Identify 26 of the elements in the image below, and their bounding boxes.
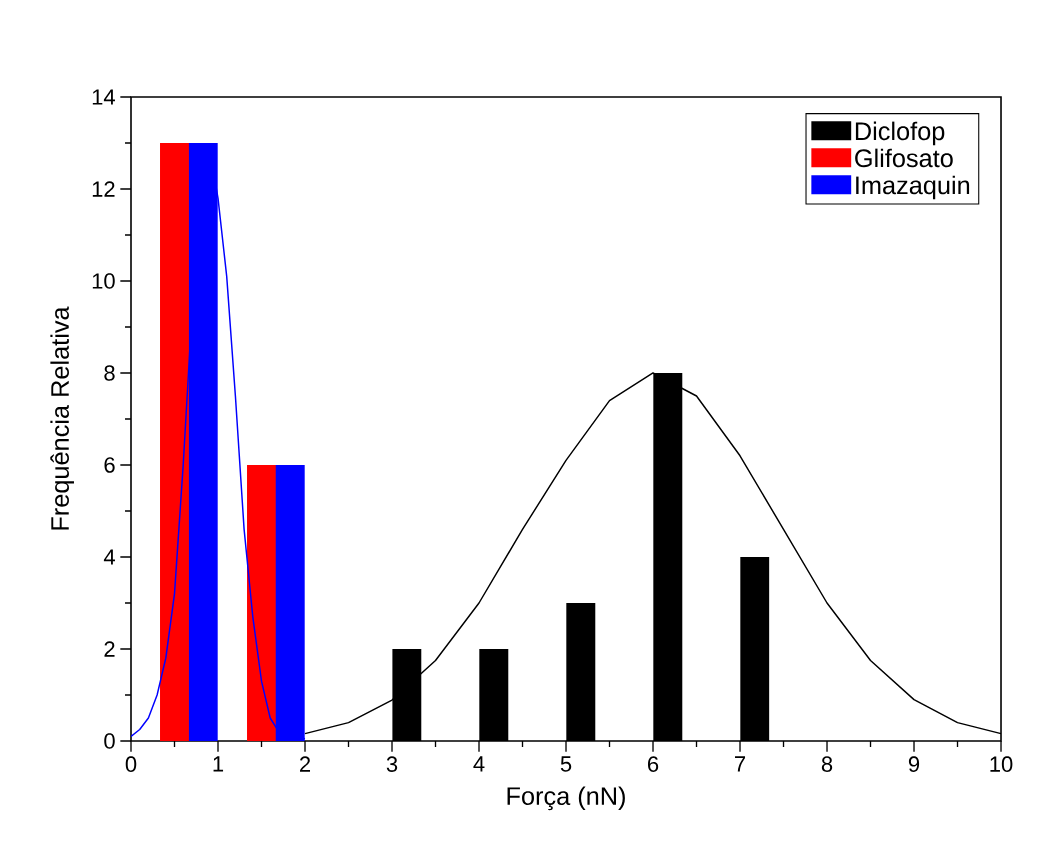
y-tick-label: 0: [104, 733, 115, 749]
x-tick-label: 7: [735, 756, 746, 772]
x-tick-label: 10: [990, 756, 1013, 772]
bar: [247, 464, 276, 741]
legend-label: Diclofop: [855, 121, 945, 146]
x-tick-label: 6: [648, 756, 659, 772]
x-tick-label: 9: [908, 756, 920, 772]
x-tick-label: 0: [125, 756, 137, 772]
legend-label: Imazaquin: [856, 175, 970, 200]
x-tick-label: 1: [213, 756, 224, 772]
y-tick-label: 6: [104, 457, 115, 473]
x-tick-label: 3: [386, 756, 398, 772]
x-tick-label: 8: [821, 756, 833, 772]
x-axis-title: Força (nN): [507, 786, 625, 811]
legend-label: Glifosato: [855, 148, 953, 168]
y-axis-title: Frequência Relativa: [50, 306, 74, 530]
x-tick-label: 2: [300, 756, 311, 772]
y-tick-label: 2: [104, 641, 115, 657]
y-tick-label: 8: [104, 365, 115, 381]
bar: [160, 142, 189, 741]
y-tick-label: 12: [92, 181, 115, 197]
x-tick-label: 4: [473, 756, 485, 772]
y-tick-label: 14: [92, 89, 115, 105]
x-tick-label: 5: [560, 756, 572, 772]
y-tick-label: 10: [92, 273, 115, 289]
y-tick-label: 4: [103, 549, 115, 565]
